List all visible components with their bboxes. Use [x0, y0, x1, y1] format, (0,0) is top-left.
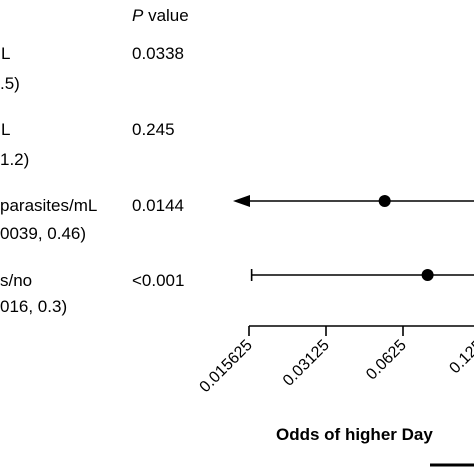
row1-label: L [1, 44, 11, 63]
x-tick-label-1: 0.015625 [197, 337, 256, 396]
row3-pvalue: 0.0144 [132, 196, 184, 215]
row2-ci: 1.2) [0, 150, 30, 169]
x-tick-label-3: 0.0625 [363, 337, 410, 384]
x-tick-label-4: 0.125 [446, 337, 474, 377]
x-tick-label-2: 0.03125 [280, 337, 333, 390]
row1-ci: .5) [0, 74, 20, 93]
row3-ci: 0039, 0.46) [0, 224, 87, 243]
x-axis-label: Odds of higher Day [276, 425, 433, 444]
pvalue-header: P value [132, 6, 189, 26]
row1-pvalue: 0.0338 [132, 44, 184, 63]
row4-pvalue: <0.001 [132, 271, 185, 290]
row2-pvalue: 0.245 [132, 120, 175, 139]
ci-arrow-1 [233, 195, 250, 207]
row4-ci: 016, 0.3) [0, 297, 68, 316]
pvalue-header-rest: value [143, 6, 189, 25]
row3-label: parasites/mL [0, 196, 98, 215]
row2-label: L [1, 120, 11, 139]
pvalue-header-p: P [132, 6, 144, 25]
estimate-point-2 [421, 269, 434, 281]
row4-label: s/no [0, 271, 33, 290]
estimate-point-1 [378, 195, 391, 207]
